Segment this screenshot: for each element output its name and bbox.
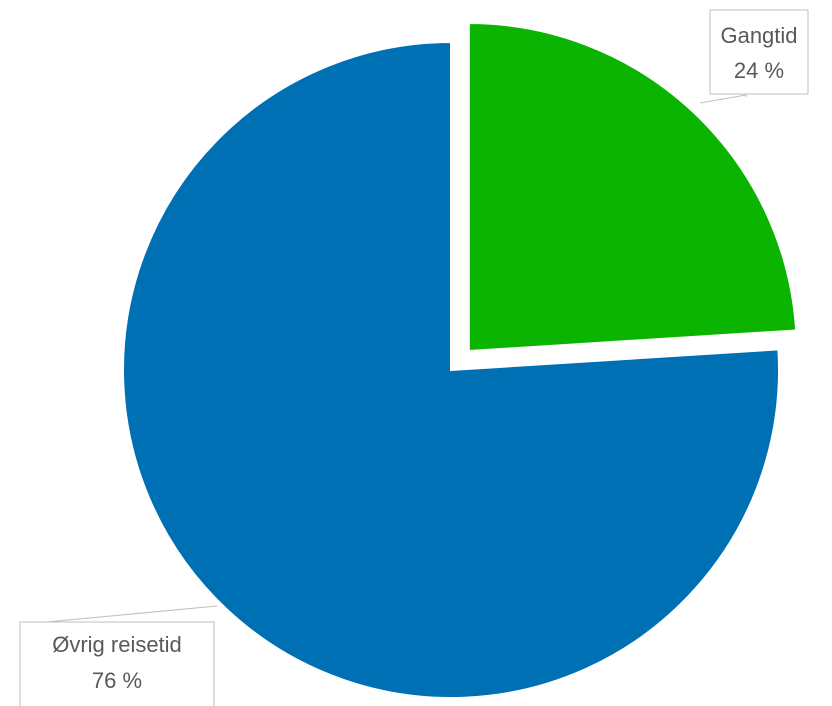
slice-value-ovrig-reisetid: 76 % — [92, 668, 142, 693]
pie-slices — [122, 22, 798, 699]
slice-value-gangtid: 24 % — [734, 58, 784, 83]
slice-label-gangtid: Gangtid — [720, 23, 797, 48]
callout-gangtid: Gangtid 24 % — [699, 9, 809, 104]
pie-slice-ovrig-reisetid — [122, 40, 780, 699]
callout-box-ovrig-reisetid — [19, 621, 215, 706]
pie-slice-gangtid — [467, 22, 798, 353]
callout-ovrig-reisetid: Øvrig reisetid 76 % — [19, 605, 218, 706]
slice-label-ovrig-reisetid: Øvrig reisetid — [52, 632, 182, 657]
callout-box-gangtid — [709, 9, 809, 95]
leader-line-ovrig-reisetid — [24, 605, 218, 625]
leader-line-gangtid — [699, 94, 747, 104]
